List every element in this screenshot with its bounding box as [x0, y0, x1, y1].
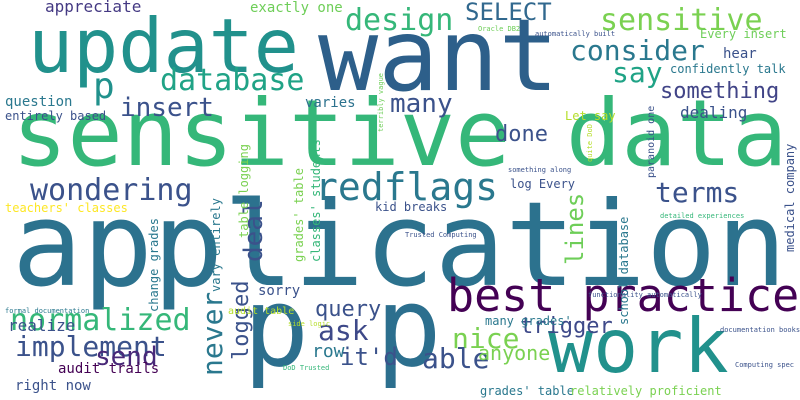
word: p p [243, 263, 442, 391]
word: it'd [340, 343, 398, 371]
word: Every insert [700, 27, 787, 41]
word: send [95, 342, 158, 372]
word: relatively proficient [570, 384, 722, 398]
word: formal documentation [5, 307, 89, 315]
word: want [318, 0, 559, 114]
word: functionality automatically [588, 291, 702, 299]
word: Computing spec [735, 361, 794, 369]
word: exactly one [250, 0, 343, 16]
word: Let say [565, 109, 616, 123]
word: appreciate [45, 0, 141, 16]
word: wondering [30, 173, 193, 208]
word: normalized [10, 303, 191, 338]
word: something along [508, 166, 571, 174]
word: done [495, 122, 548, 147]
word: vary entirely [209, 198, 223, 292]
word: terms [655, 176, 739, 209]
word: redflags [315, 165, 498, 209]
word: update [28, 2, 299, 90]
word: audit trails [58, 361, 159, 377]
word: change grades [147, 218, 161, 312]
word: kid breaks [375, 200, 447, 214]
word: hear [723, 46, 757, 62]
word: confidently talk [670, 62, 786, 76]
word: row [312, 341, 345, 362]
word: logged [229, 281, 254, 360]
word: realize [8, 316, 75, 335]
word: application [12, 176, 787, 313]
word: side logic [288, 320, 330, 328]
word: grades' table [292, 168, 306, 262]
word: consider [570, 34, 705, 67]
word: implement [15, 330, 167, 363]
word: dealing [680, 103, 747, 122]
word: log Every [510, 177, 575, 191]
word: never [196, 292, 229, 376]
word: say [612, 56, 663, 89]
word: quite DoD [586, 124, 594, 162]
word: terribly vague [377, 73, 385, 132]
word: paranoid one [646, 106, 657, 178]
word: lines [561, 193, 589, 265]
word: varies [305, 95, 356, 111]
word: work [548, 302, 729, 390]
word: grades' table [480, 384, 574, 398]
word: sorry [258, 283, 300, 299]
word: trigger [520, 314, 613, 339]
word: able [422, 342, 489, 375]
word: query [315, 297, 381, 322]
word: detailed experiences [660, 212, 744, 220]
word: nice [452, 322, 519, 355]
word: many grades' [485, 314, 572, 328]
word: school database [617, 217, 631, 325]
word: deal [239, 199, 269, 262]
word: table logging [237, 144, 251, 238]
word: sensitive [600, 3, 763, 38]
word: SELECT [465, 0, 552, 26]
word: teachers' classes [5, 201, 128, 215]
word: DoD Trusted [283, 364, 329, 372]
word: audit table [228, 306, 294, 317]
word: p [93, 66, 115, 107]
word: something [660, 79, 779, 104]
word: medical company [783, 144, 797, 252]
word: right now [15, 378, 91, 394]
word: Trusted Computing [405, 231, 477, 239]
word: ask [318, 314, 369, 347]
word: question [5, 94, 72, 110]
word: sensitive data [12, 80, 787, 187]
word: entirely based [5, 109, 106, 123]
word: classes' students' [309, 132, 323, 262]
word: documentation books [720, 326, 800, 334]
word: Oracle DB2 [478, 25, 520, 33]
word: best practice [447, 269, 799, 322]
word: automatically built [535, 30, 615, 38]
word: design [345, 3, 453, 38]
word: anyone [478, 341, 550, 365]
word: database [160, 63, 305, 98]
word: many [390, 89, 453, 119]
word: insert [120, 93, 214, 123]
